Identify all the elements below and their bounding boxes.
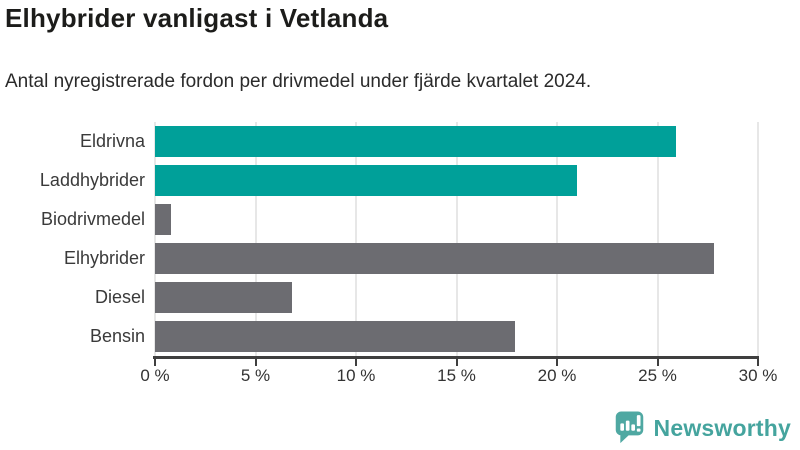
gridline — [355, 122, 357, 356]
chart-subtitle: Antal nyregistrerade fordon per drivmede… — [5, 71, 592, 92]
bar-laddhybrider — [155, 165, 578, 196]
bar-biodrivmedel — [155, 204, 172, 235]
newsworthy-logo-text: Newsworthy — [653, 414, 791, 441]
gridline — [154, 122, 156, 356]
category-label: Biodrivmedel — [40, 209, 145, 229]
gridline — [757, 122, 759, 356]
category-label: Eldrivna — [79, 131, 145, 151]
x-tick-label: 15 % — [437, 366, 476, 385]
gridline — [254, 122, 257, 356]
bar-eldrivna — [155, 126, 676, 157]
category-label: Elhybrider — [63, 248, 145, 268]
bar-elhybrider — [155, 243, 714, 274]
bar-diesel — [155, 282, 292, 313]
branding-footer: Newsworthy — [613, 410, 791, 446]
x-tick-label: 0 % — [140, 366, 170, 385]
gridline — [556, 122, 558, 356]
x-tick-mark — [556, 359, 558, 366]
x-tick-mark — [455, 359, 458, 366]
x-tick-label: 10 % — [336, 366, 376, 385]
bar-bensin — [155, 321, 515, 352]
gridline — [455, 122, 458, 356]
x-tick-mark — [355, 359, 357, 366]
gridline — [656, 122, 659, 356]
category-label: Diesel — [94, 287, 145, 307]
newsworthy-logo-icon — [615, 411, 643, 444]
x-tick-label: 25 % — [638, 366, 677, 385]
x-tick-mark — [757, 359, 759, 366]
x-axis-line — [153, 356, 759, 359]
chart-title: Elhybrider vanligast i Vetlanda — [5, 3, 389, 33]
category-label: Laddhybrider — [39, 170, 145, 190]
x-tick-mark — [254, 359, 257, 366]
x-tick-mark — [154, 359, 156, 366]
category-axis: Eldrivna Laddhybrider Biodrivmedel Elhybrid… — [0, 122, 145, 356]
x-tick-label: 5 % — [240, 366, 271, 385]
x-tick-label: 30 % — [738, 366, 778, 385]
plot-area — [154, 122, 759, 356]
x-tick-label: 20 % — [537, 366, 577, 385]
x-tick-mark — [656, 359, 659, 366]
category-label: Bensin — [89, 326, 145, 346]
